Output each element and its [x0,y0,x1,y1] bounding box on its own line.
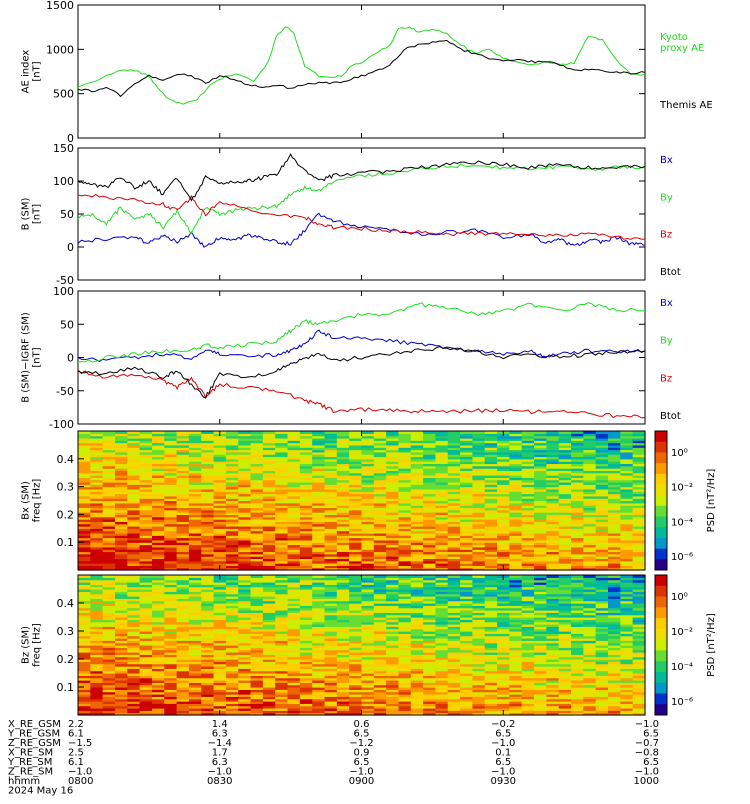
colorbar-tick-label: 10⁰ [671,448,688,459]
line-panel-2-frame [78,148,645,280]
colorbar-segment [655,506,667,517]
y-tick-label: 150 [53,142,74,155]
legend-label: Btot [660,411,681,422]
series-line-bz [78,195,645,240]
colorbar-segment [655,442,667,453]
legend-label: proxy AE [660,43,704,54]
y-tick-label: 50 [60,208,74,221]
panel-3-ylabel: B (SM)−IGRF (SM)[nT] [21,312,43,403]
colorbar-segment [655,527,667,538]
panel-1-ylabel: AE index[nT] [21,50,43,94]
y-tick-label: 0.4 [57,453,75,466]
colorbar-segment [655,452,667,463]
y-tick-label: 0.3 [57,481,75,494]
y-tick-label: 1500 [46,0,74,12]
y-tick-label: 100 [53,285,74,298]
colorbar-label: PSD [nT²/Hz] [706,469,717,533]
y-tick-label: 0 [67,352,74,365]
y-tick-label: 100 [53,175,74,188]
y-axis-label-line: B (SM) [21,197,32,230]
series-line-themis-ae [78,40,645,96]
colorbar-segment [655,463,667,474]
y-tick-label: 500 [53,88,74,101]
colorbar-segment [655,517,667,528]
y-tick-label: -100 [49,418,74,431]
y-axis-label-line: B (SM)−IGRF (SM) [21,312,32,403]
spectrogram-2-cells [78,575,646,716]
y-tick-label: -50 [56,385,74,398]
colorbar-segment [655,495,667,506]
legend-label: Bx [660,155,673,166]
legend-label: By [660,192,673,203]
y-tick-label: 50 [60,318,74,331]
series-line-by [78,164,645,233]
y-tick-label: 0 [67,241,74,254]
line-panel-1-frame [78,5,645,138]
legend-label: By [660,336,673,347]
spectrogram-1-cells [78,431,646,571]
y-tick-label: 0.1 [57,536,75,549]
y-axis-label-line: [nT] [32,347,43,367]
series-line-bz [78,370,645,418]
legend-label: Bz [660,373,672,384]
colorbar-1 [655,431,667,571]
panel-2-ylabel: B (SM)[nT] [21,197,43,230]
colorbar-segment [655,538,667,549]
colorbar-label-text: PSD [nT²/Hz] [706,469,717,533]
spectrogram-1-ylabel: Bx (SM)freq [Hz] [21,479,43,523]
y-tick-label: 1000 [46,43,74,56]
colorbar-segment [655,484,667,495]
legend-label: Bz [660,230,672,241]
legend-label: Btot [660,267,681,278]
legend-label: Bx [660,298,673,309]
colorbar-tick-label: 10⁻⁴ [671,517,693,528]
colorbar-segment [655,431,667,442]
colorbar-tick-label: 10⁻² [671,483,693,494]
colorbar-segment [655,474,667,485]
colorbar-segment [655,559,667,570]
series-line-bx [78,330,645,361]
y-axis-label-line: Bx (SM) [21,481,32,520]
legend-label: Themis AE [659,100,713,111]
legend-label: Kyoto [660,32,688,43]
y-axis-label-line: [nT] [32,204,43,224]
y-axis-label-line: AE index [21,50,32,94]
series-line-btot [78,154,645,200]
y-axis-label-line: [nT] [32,61,43,81]
y-tick-label: 0.2 [57,508,75,521]
line-panel-3-frame [78,291,645,424]
colorbar-tick-label: 10⁻⁶ [671,552,693,563]
colorbar-segment [655,549,667,560]
y-axis-label-line: freq [Hz] [32,479,43,523]
